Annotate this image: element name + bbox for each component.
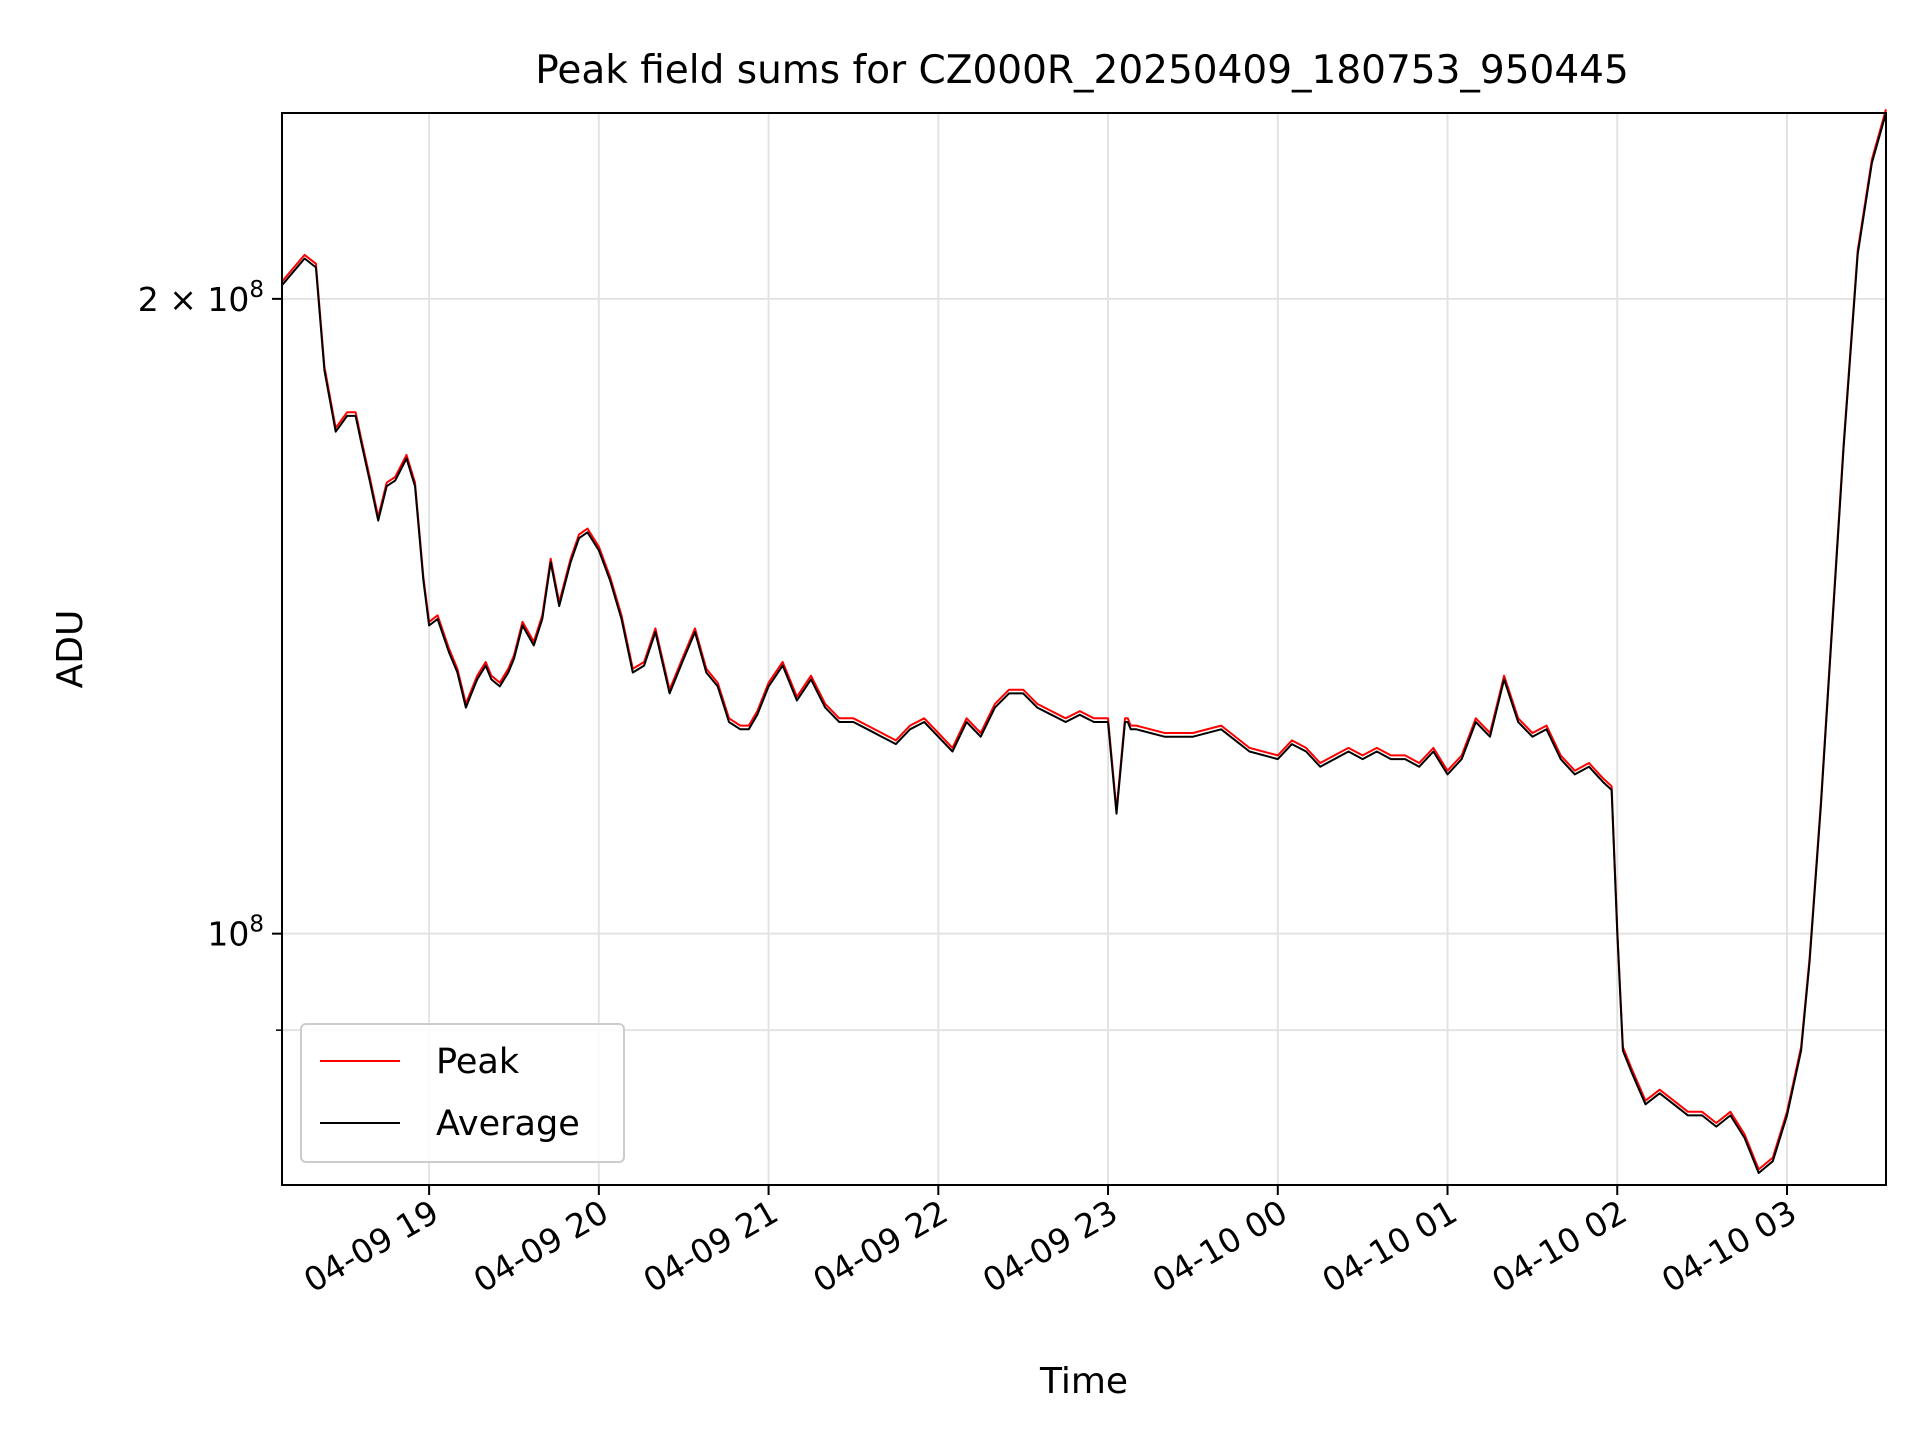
x-tick-label: 04-10 00 bbox=[1146, 1192, 1294, 1300]
legend-label-average: Average bbox=[436, 1104, 580, 1144]
plot-area-frame bbox=[281, 112, 1887, 1186]
x-tick-label: 04-09 21 bbox=[637, 1192, 785, 1300]
legend-box bbox=[300, 1023, 625, 1163]
x-axis-label: Time bbox=[1039, 1361, 1128, 1402]
chart-title: Peak field sums for CZ000R_20250409_1807… bbox=[535, 48, 1629, 93]
series-line-average bbox=[281, 112, 1887, 1174]
y-axis: 108 2 × 108 bbox=[138, 277, 282, 1031]
series-line-peak bbox=[281, 109, 1887, 1171]
series-layer bbox=[281, 109, 1887, 1174]
legend: Peak Average bbox=[300, 1023, 625, 1163]
x-tick-label: 04-09 23 bbox=[976, 1192, 1124, 1300]
x-tick-label: 04-09 22 bbox=[806, 1192, 954, 1300]
x-tick-label: 04-09 19 bbox=[297, 1192, 445, 1300]
x-tick-label: 04-10 01 bbox=[1316, 1192, 1464, 1300]
x-axis: 04-09 19 04-09 20 04-09 21 04-09 22 04-09 23… bbox=[297, 1185, 1803, 1300]
y-tick-label: 108 bbox=[207, 912, 264, 954]
y-tick-label: 2 × 108 bbox=[138, 277, 264, 319]
x-tick-label: 04-09 20 bbox=[467, 1192, 615, 1300]
grid bbox=[282, 113, 1886, 1185]
x-tick-label: 04-10 03 bbox=[1655, 1192, 1803, 1300]
legend-label-peak: Peak bbox=[436, 1042, 520, 1082]
x-tick-label: 04-10 02 bbox=[1485, 1192, 1633, 1300]
y-axis-label: ADU bbox=[50, 610, 91, 689]
